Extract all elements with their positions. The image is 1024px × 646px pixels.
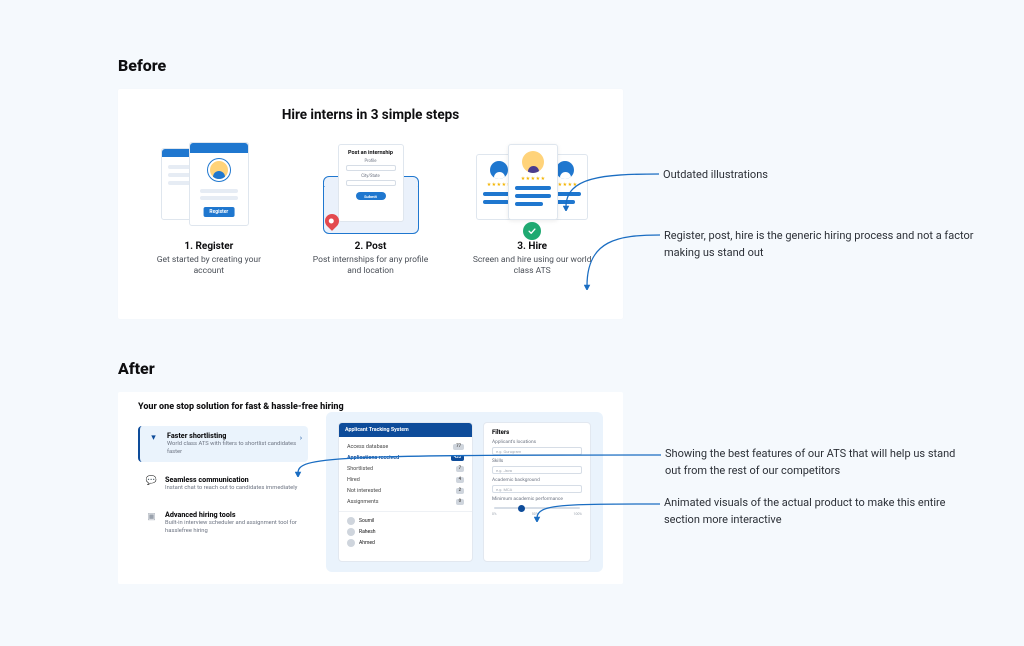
ats-title: Applicant Tracking System	[345, 427, 409, 433]
ats-panel: Applicant Tracking System Access databas…	[338, 422, 473, 562]
candidate-name: Rahesh	[359, 529, 376, 535]
form-input	[346, 165, 396, 171]
ats-menu-item[interactable]: Not interested 2	[339, 485, 472, 496]
step-desc: Post internships for any profile and loc…	[304, 255, 438, 278]
step-post: Post an internship Profile City/State Su…	[304, 139, 438, 278]
form-input	[346, 180, 396, 186]
ats-people: Soumil Rahesh Ahmed	[339, 511, 472, 551]
feature-seamless-communication[interactable]: 💬 Seamless communication Instant chat to…	[138, 470, 308, 498]
step-label: 1. Register	[142, 241, 276, 252]
filters-panel: Filters Applicant's locationse.g. Gurugr…	[483, 422, 591, 562]
feature-title: Faster shortlisting	[167, 431, 301, 440]
ats-menu-item[interactable]: Assignments 0	[339, 496, 472, 507]
feature-title: Advanced hiring tools	[165, 510, 301, 519]
feature-desc: Built-in interview scheduler and assignm…	[165, 520, 301, 536]
avatar-icon	[347, 539, 355, 547]
feature-desc: World class ATS with filters to shortlis…	[167, 441, 301, 457]
funnel-icon: ▾	[147, 431, 160, 444]
after-headline: Your one stop solution for fast & hassle…	[138, 402, 344, 412]
annotation-generic-process: Register, post, hire is the generic hiri…	[584, 228, 974, 290]
filter-input[interactable]: e.g. MCA	[492, 485, 582, 493]
annotation-text: Register, post, hire is the generic hiri…	[664, 228, 974, 261]
submit-button: Submit	[356, 192, 386, 200]
before-heading: Before	[118, 56, 618, 75]
product-preview: Applicant Tracking System Access databas…	[326, 412, 603, 572]
annotation-text: Animated visuals of the actual product t…	[664, 495, 964, 528]
count-badge: 0	[456, 499, 464, 505]
check-circle-icon	[523, 222, 541, 240]
filters-title: Filters	[492, 429, 582, 436]
ats-menu-label: Not interested	[347, 488, 381, 494]
step-register: Register 1. Register Get started by crea…	[142, 139, 276, 278]
annotation-best-features: Showing the best features of our ATS tha…	[295, 449, 965, 479]
after-heading: After	[118, 359, 618, 378]
ats-menu-label: Assignments	[347, 499, 379, 505]
post-illustration: Post an internship Profile City/State Su…	[304, 139, 438, 235]
form-title: Post an internship	[339, 150, 403, 156]
before-panel: Hire interns in 3 simple steps Register …	[118, 89, 623, 319]
register-illustration: Register	[142, 139, 276, 235]
register-button: Register	[203, 207, 234, 217]
feature-desc: Instant chat to reach out to candidates …	[165, 485, 297, 493]
feature-title: Seamless communication	[165, 475, 297, 484]
avatar-icon	[522, 151, 544, 173]
feature-faster-shortlisting[interactable]: ▾ Faster shortlisting World class ATS wi…	[138, 426, 308, 462]
form-field-label: Profile	[346, 159, 396, 164]
step-desc: Screen and hire using our world class AT…	[465, 255, 599, 278]
annotation-text: Showing the best features of our ATS tha…	[665, 446, 965, 479]
step-desc: Get started by creating your account	[142, 255, 276, 278]
after-panel: Your one stop solution for fast & hassle…	[118, 392, 623, 584]
filter-label: Applicant's locations	[492, 440, 582, 445]
step-label: 3. Hire	[465, 241, 599, 252]
before-headline: Hire interns in 3 simple steps	[142, 107, 599, 123]
feature-advanced-hiring-tools[interactable]: ▣ Advanced hiring tools Built-in intervi…	[138, 505, 308, 541]
avatar-icon	[347, 517, 355, 525]
candidate-name: Soumil	[359, 518, 374, 524]
feature-list: ▾ Faster shortlisting World class ATS wi…	[138, 426, 308, 541]
candidate-row[interactable]: Ahmed	[347, 537, 464, 548]
count-badge: 2	[456, 488, 464, 494]
toolbox-icon: ▣	[145, 510, 158, 523]
chevron-right-icon: ›	[300, 434, 302, 442]
candidate-row[interactable]: Rahesh	[347, 526, 464, 537]
avatar-icon	[208, 159, 230, 181]
candidate-name: Ahmed	[359, 540, 375, 546]
chat-icon: 💬	[145, 475, 158, 488]
form-field-label: City/State	[346, 174, 396, 179]
candidate-row[interactable]: Soumil	[347, 515, 464, 526]
avatar-icon	[347, 528, 355, 536]
annotation-animated-visuals: Animated visuals of the actual product t…	[534, 498, 964, 528]
annotation-text: Outdated illustrations	[663, 167, 768, 184]
step-label: 2. Post	[304, 241, 438, 252]
annotation-outdated-illustrations: Outdated illustrations	[563, 167, 768, 211]
